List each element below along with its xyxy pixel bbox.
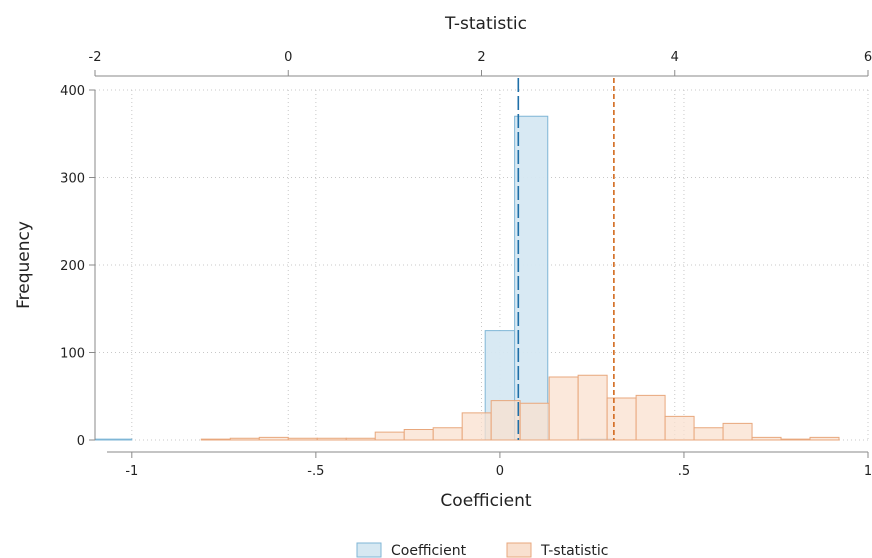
y-tick-label-4: 400 [60, 84, 85, 99]
x-tick-label-0: -1 [125, 464, 138, 479]
y-tick-label-2: 200 [60, 259, 85, 274]
bar-coefficient-2 [514, 115, 549, 441]
bar-t-statistic-9 [461, 412, 492, 441]
bar-t-statistic-6 [374, 431, 405, 441]
bar-t-statistic-5 [345, 437, 376, 441]
grid [94, 89, 869, 441]
y-tick-label-1: 100 [60, 347, 85, 362]
bar-t-statistic-16 [664, 415, 695, 441]
x2-axis-title: T-statistic [444, 14, 527, 34]
bar-t-statistic-18 [722, 422, 753, 441]
bar-t-statistic-11 [519, 402, 550, 441]
bar-coefficient-0 [94, 438, 133, 441]
bar-t-statistic-2 [258, 436, 289, 441]
legend-swatch-coefficient [356, 542, 382, 558]
coefficient-bars [94, 115, 615, 441]
bar-t-statistic-14 [606, 397, 637, 441]
x2-tick-label-4: 6 [864, 50, 872, 65]
y-axis-title: Frequency [14, 221, 34, 309]
bar-t-statistic-19 [751, 436, 782, 441]
bar-t-statistic-21 [809, 436, 840, 441]
bar-t-statistic-10 [490, 400, 521, 441]
legend-swatch-t-statistic [506, 542, 532, 558]
x-axis-title: Coefficient [440, 491, 531, 511]
legend-label-t-statistic: T-statistic [540, 543, 608, 558]
bar-t-statistic-20 [780, 438, 811, 441]
bar-t-statistic-15 [635, 394, 666, 441]
bar-t-statistic-3 [287, 437, 318, 441]
bar-t-statistic-7 [403, 429, 434, 441]
axes: -1 -.5 0 .5 1 -2 0 2 4 6 0 100 200 300 400 [60, 50, 872, 479]
bar-t-statistic-0 [200, 438, 231, 441]
bar-t-statistic-1 [229, 437, 260, 441]
bar-t-statistic-13 [577, 374, 608, 441]
t-statistic-bars [200, 374, 840, 441]
y-tick-label-3: 300 [60, 172, 85, 187]
bar-t-statistic-4 [316, 437, 347, 441]
legend-label-coefficient: Coefficient [391, 543, 467, 558]
x-tick-label-3: .5 [678, 464, 690, 479]
bar-t-statistic-8 [432, 427, 463, 441]
mean-lines [517, 78, 615, 440]
x-tick-label-4: 1 [864, 464, 872, 479]
x2-tick-label-3: 4 [671, 50, 679, 65]
x-tick-label-1: -.5 [307, 464, 324, 479]
bar-t-statistic-17 [693, 427, 724, 441]
x2-tick-label-1: 0 [284, 50, 292, 65]
x2-tick-label-0: -2 [89, 50, 102, 65]
x2-tick-label-2: 2 [477, 50, 485, 65]
legend: Coefficient T-statistic [356, 542, 608, 558]
y-tick-label-0: 0 [77, 434, 85, 449]
x-tick-label-2: 0 [496, 464, 504, 479]
bar-t-statistic-12 [548, 376, 579, 441]
